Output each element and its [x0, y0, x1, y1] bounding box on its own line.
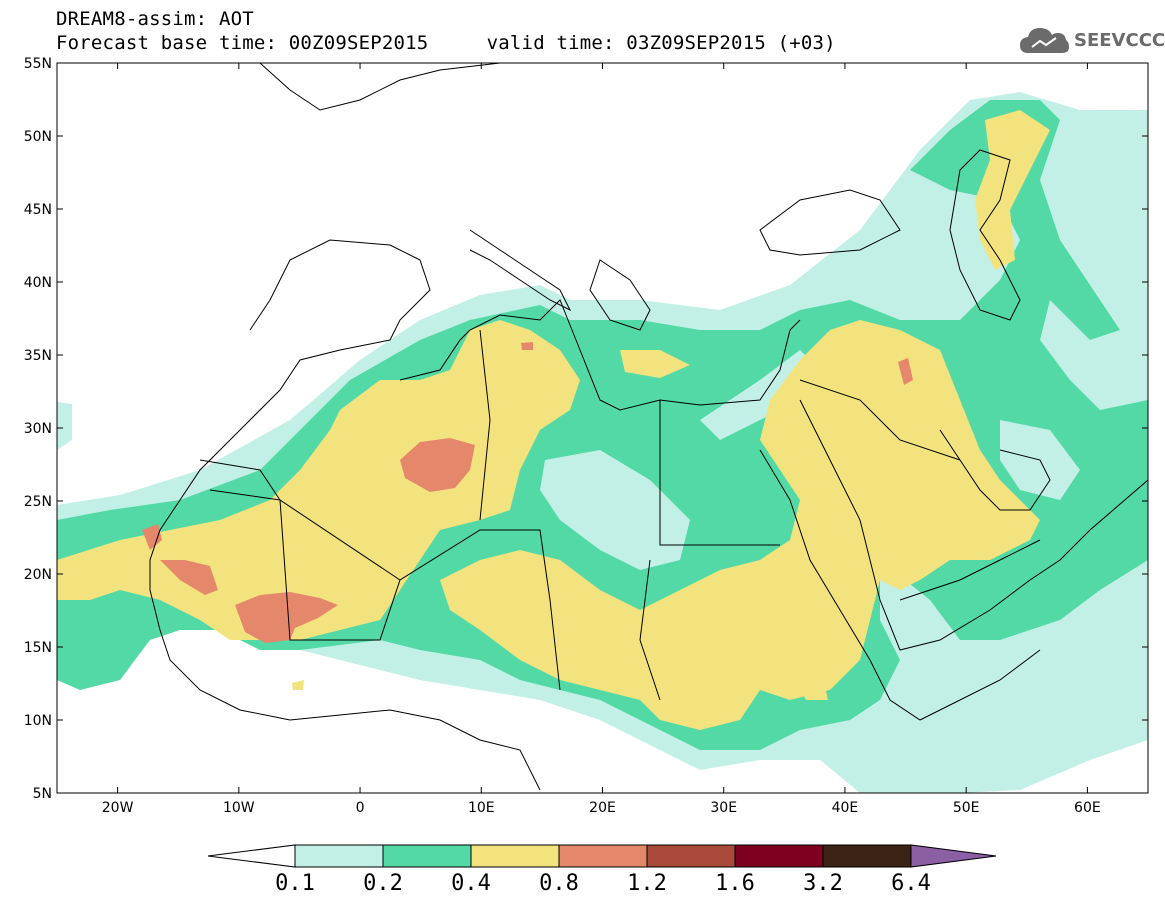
border-line — [479, 329, 491, 521]
coastline-mediterranean — [399, 299, 801, 411]
lon-tick-label: 40E — [832, 800, 859, 816]
forecast-time-subtitle: Forecast base time: 00Z09SEP2015 valid t… — [56, 32, 836, 54]
lon-tick-label: 60E — [1074, 800, 1101, 816]
colorbar-swatch — [558, 844, 648, 868]
aot-level-0.4 — [292, 680, 304, 690]
coastline-europe-north — [259, 63, 501, 111]
lat-tick-label: 10N — [24, 713, 52, 729]
colorbar-swatch — [470, 844, 560, 868]
coastline-caspian — [949, 149, 1021, 321]
colorbar-label: 0.8 — [539, 871, 579, 896]
colorbar-label: 1.2 — [627, 871, 667, 896]
coastline-greece — [589, 259, 651, 331]
aot-level-0.4 — [975, 110, 1050, 270]
colorbar-label: 3.2 — [803, 871, 843, 896]
lat-tick-label: 5N — [33, 786, 52, 802]
aot-level-0.1 — [700, 350, 820, 440]
latitude-axis: 55N 50N 45N 40N 35N 30N 25N 20N 15N 10N 5N — [24, 56, 1148, 802]
aot-level-0.8 — [142, 524, 162, 550]
colorbar-label: 0.2 — [363, 871, 403, 896]
longitude-axis: 20W 10W 0 10E 20E 30E 40E 50E 60E — [102, 63, 1101, 816]
colorbar-swatch — [294, 844, 384, 868]
aot-level-0.8 — [898, 358, 913, 385]
colorbar-swatch — [734, 844, 824, 868]
aot-level-0.8 — [160, 560, 218, 595]
aot-level-0.4 — [57, 320, 580, 640]
aot-level-0.4 — [800, 686, 828, 700]
border-line — [209, 489, 401, 581]
coastline-iberia-africa — [149, 239, 541, 791]
lat-tick-label: 35N — [24, 348, 52, 364]
aot-level-0.4 — [440, 320, 1040, 730]
coastline-italy — [469, 229, 572, 312]
lon-tick-label: 0 — [356, 800, 365, 816]
colorbar-swatch — [646, 844, 736, 868]
coastline-black-sea — [759, 189, 901, 256]
lon-tick-label: 10W — [223, 800, 255, 816]
aot-level-0.4 — [620, 350, 690, 378]
aot-level-0.8 — [521, 342, 533, 350]
colorbar-arrow-max — [910, 844, 997, 868]
colorbar-swatch — [382, 844, 472, 868]
border-line — [899, 539, 1041, 601]
colorbar-swatch — [822, 844, 912, 868]
aot-level-0.1 — [540, 450, 690, 570]
lat-tick-label: 20N — [24, 567, 52, 583]
coastlines — [149, 63, 1148, 791]
colorbar-label: 6.4 — [891, 871, 931, 896]
aot-level-0.8 — [400, 438, 475, 492]
colorbar-label: 0.1 — [275, 871, 315, 896]
lon-tick-label: 30E — [710, 800, 737, 816]
aot-level-0.1 — [57, 402, 72, 450]
border-line — [799, 379, 961, 461]
lat-tick-label: 50N — [24, 129, 52, 145]
coastline-gulf — [939, 429, 1051, 511]
border-line — [199, 459, 561, 691]
lat-tick-label: 15N — [24, 640, 52, 656]
lon-tick-label: 10E — [468, 800, 495, 816]
lat-tick-label: 45N — [24, 202, 52, 218]
border-line — [659, 400, 780, 546]
coastline-red-sea — [759, 449, 1041, 721]
map-title: DREAM8-assim: AOT — [56, 8, 254, 30]
colorbar: 0.1 0.2 0.4 0.8 1.2 1.6 3.2 6.4 — [207, 844, 997, 896]
colorbar-arrow-min — [207, 844, 296, 868]
colorbar-label: 0.4 — [451, 871, 491, 896]
seevccc-logo: SEEVCCC — [1018, 22, 1165, 58]
lat-tick-label: 30N — [24, 421, 52, 437]
aot-field — [57, 92, 1148, 793]
lat-tick-label: 40N — [24, 275, 52, 291]
lat-tick-label: 25N — [24, 494, 52, 510]
cloud-icon — [1020, 28, 1069, 53]
aot-level-0.8 — [235, 592, 338, 643]
colorbar-label: 1.6 — [715, 871, 755, 896]
border-line — [639, 559, 661, 701]
lat-tick-label: 55N — [24, 56, 52, 72]
lon-tick-label: 20W — [102, 800, 134, 816]
lon-tick-label: 20E — [589, 800, 616, 816]
lon-tick-label: 50E — [953, 800, 980, 816]
coastline-arabia — [799, 399, 1148, 651]
logo-text: SEEVCCC — [1074, 29, 1165, 51]
